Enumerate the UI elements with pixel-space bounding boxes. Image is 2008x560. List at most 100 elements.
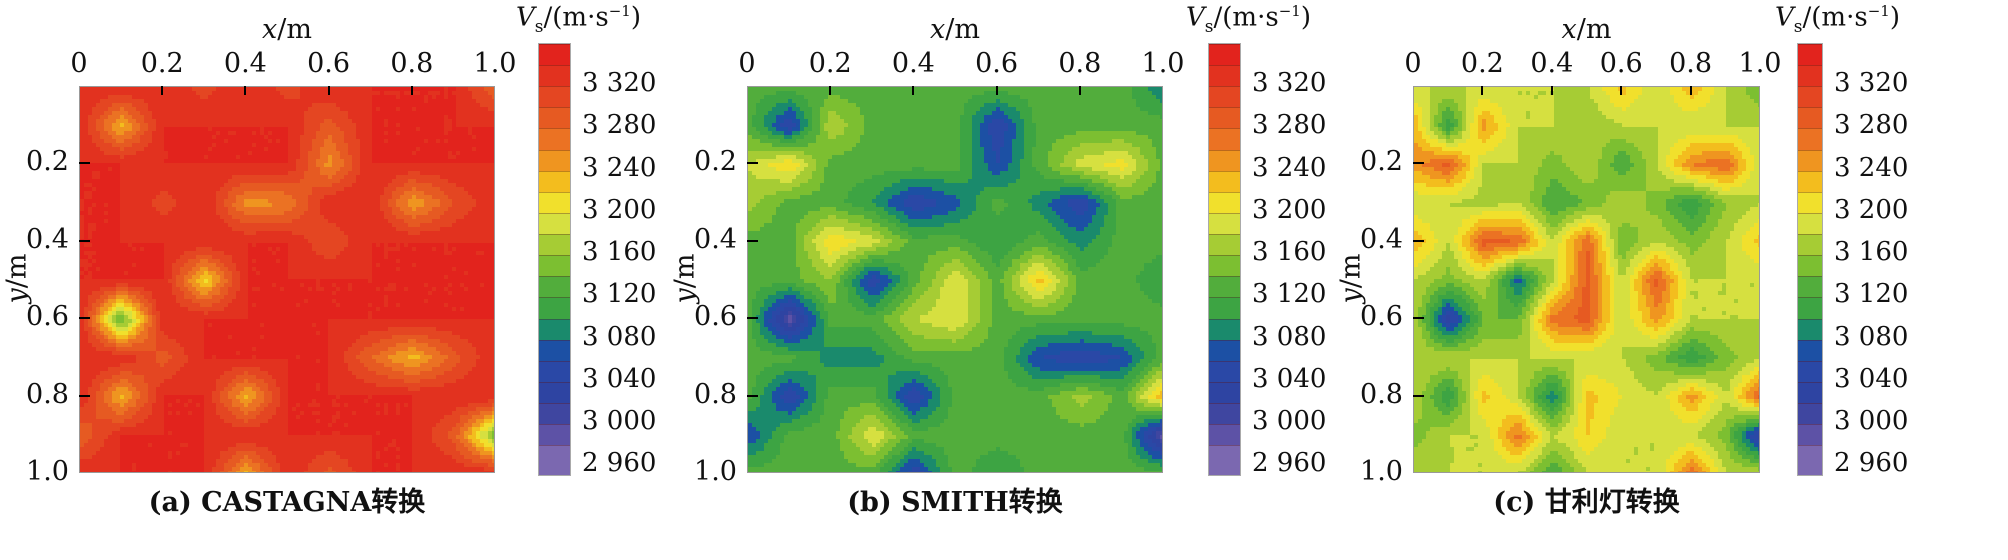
- heatmap-cell: [180, 251, 185, 256]
- heatmap-cell: [284, 215, 289, 220]
- heatmap-cell: [224, 175, 229, 180]
- heatmap-cell: [244, 155, 249, 160]
- heatmap-cell: [408, 203, 413, 208]
- heatmap-cell: [328, 167, 333, 172]
- heatmap-cell: [112, 259, 117, 264]
- heatmap-cell: [164, 127, 169, 132]
- heatmap-cell: [124, 247, 129, 252]
- heatmap-cell: [152, 123, 157, 128]
- heatmap-cell: [176, 179, 181, 184]
- heatmap-cell: [412, 135, 417, 140]
- heatmap-cell: [476, 203, 481, 208]
- heatmap-cell: [408, 123, 413, 128]
- heatmap-cell: [128, 123, 133, 128]
- heatmap-cell: [476, 123, 481, 128]
- heatmap-cell: [96, 195, 101, 200]
- heatmap-cell: [312, 123, 317, 128]
- heatmap-cell: [180, 123, 185, 128]
- heatmap-cell: [200, 91, 205, 96]
- heatmap-cell: [100, 227, 105, 232]
- heatmap-cell: [380, 127, 385, 132]
- heatmap-cell: [192, 131, 197, 136]
- heatmap-cell: [216, 119, 221, 124]
- heatmap-cell: [308, 203, 313, 208]
- heatmap-cell: [124, 191, 129, 196]
- heatmap-cell: [124, 211, 129, 216]
- heatmap-cell: [300, 263, 305, 268]
- heatmap-cell: [92, 95, 97, 100]
- heatmap-cell: [360, 267, 365, 272]
- heatmap-cell: [156, 139, 161, 144]
- heatmap-cell: [432, 235, 437, 240]
- heatmap-cell: [384, 275, 389, 280]
- heatmap-cell: [432, 275, 437, 280]
- heatmap-cell: [152, 203, 157, 208]
- heatmap-cell: [108, 127, 113, 132]
- heatmap-cell: [360, 119, 365, 124]
- heatmap-cell: [120, 135, 125, 140]
- heatmap-cell: [140, 135, 145, 140]
- heatmap-cell: [332, 183, 337, 188]
- heatmap-cell: [488, 219, 493, 224]
- heatmap-cell: [100, 127, 105, 132]
- heatmap-cell: [164, 267, 169, 272]
- heatmap-cell: [424, 131, 429, 136]
- heatmap-cell: [208, 207, 213, 212]
- heatmap-cell: [392, 215, 397, 220]
- heatmap-cell: [164, 263, 169, 268]
- heatmap-cell: [484, 127, 489, 132]
- heatmap-cell: [92, 279, 97, 284]
- heatmap-cell: [392, 163, 397, 168]
- heatmap-cell: [412, 231, 417, 236]
- heatmap-cell: [152, 127, 157, 132]
- heatmap-cell: [216, 199, 221, 204]
- heatmap-cell: [84, 147, 89, 152]
- heatmap-cell: [188, 243, 193, 248]
- heatmap-cell: [240, 99, 245, 104]
- heatmap-cell: [128, 207, 133, 212]
- heatmap-cell: [408, 131, 413, 136]
- heatmap-cell: [148, 187, 153, 192]
- heatmap-cell: [372, 187, 377, 192]
- heatmap-cell: [424, 115, 429, 120]
- heatmap-cell: [220, 263, 225, 268]
- heatmap-cell: [324, 259, 329, 264]
- heatmap-cell: [328, 259, 333, 264]
- heatmap-cell: [456, 267, 461, 272]
- heatmap-cell: [180, 207, 185, 212]
- heatmap-cell: [384, 175, 389, 180]
- heatmap-cell: [136, 263, 141, 268]
- heatmap-cell: [444, 171, 449, 176]
- heatmap-cell: [492, 135, 494, 140]
- heatmap-cell: [112, 143, 117, 148]
- heatmap-cell: [476, 151, 481, 156]
- heatmap-cell: [296, 195, 301, 200]
- heatmap-cell: [200, 147, 205, 152]
- heatmap-cell: [152, 227, 157, 232]
- heatmap-cell: [348, 183, 353, 188]
- heatmap-cell: [124, 143, 129, 148]
- heatmap-cell: [276, 119, 281, 124]
- heatmap-cell: [180, 191, 185, 196]
- heatmap-cell: [296, 119, 301, 124]
- heatmap-cell: [92, 235, 97, 240]
- heatmap-cell: [204, 263, 209, 268]
- heatmap-cell: [240, 247, 245, 252]
- heatmap-cell: [292, 191, 297, 196]
- heatmap-cell: [100, 167, 105, 172]
- heatmap-cell: [192, 103, 197, 108]
- heatmap-cell: [152, 183, 157, 188]
- heatmap-cell: [488, 87, 493, 92]
- heatmap-cell: [424, 275, 429, 280]
- heatmap-cell: [300, 231, 305, 236]
- heatmap-cell: [336, 139, 341, 144]
- heatmap-cell: [124, 219, 129, 224]
- heatmap-cell: [352, 103, 357, 108]
- heatmap-cell: [320, 163, 325, 168]
- heatmap-cell: [120, 203, 125, 208]
- heatmap-cell: [208, 131, 213, 136]
- heatmap-cell: [452, 231, 457, 236]
- heatmap-cell: [476, 175, 481, 180]
- heatmap-cell: [160, 147, 165, 152]
- heatmap-cell: [284, 175, 289, 180]
